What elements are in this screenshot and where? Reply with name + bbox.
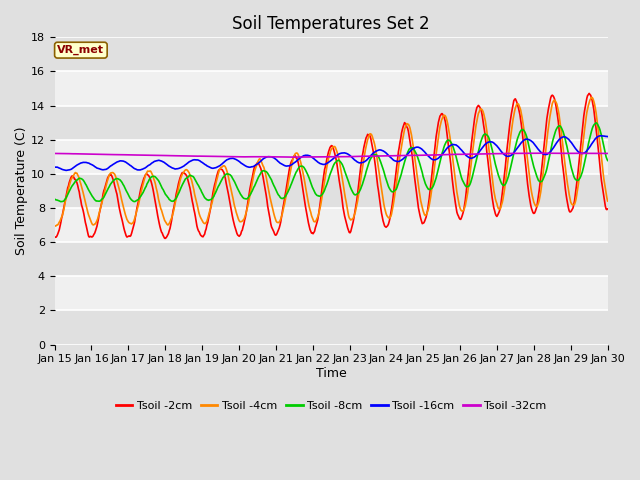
Bar — [54, 106, 607, 140]
Y-axis label: Soil Temperature (C): Soil Temperature (C) — [15, 127, 28, 255]
Bar — [54, 311, 607, 345]
Bar — [54, 276, 607, 311]
Bar — [54, 72, 607, 106]
Bar — [54, 174, 607, 208]
Bar — [54, 208, 607, 242]
Bar — [54, 140, 607, 174]
Bar — [54, 242, 607, 276]
Text: VR_met: VR_met — [58, 45, 104, 55]
Title: Soil Temperatures Set 2: Soil Temperatures Set 2 — [232, 15, 430, 33]
Bar — [54, 37, 607, 72]
Legend: Tsoil -2cm, Tsoil -4cm, Tsoil -8cm, Tsoil -16cm, Tsoil -32cm: Tsoil -2cm, Tsoil -4cm, Tsoil -8cm, Tsoi… — [111, 397, 551, 416]
X-axis label: Time: Time — [316, 367, 346, 380]
